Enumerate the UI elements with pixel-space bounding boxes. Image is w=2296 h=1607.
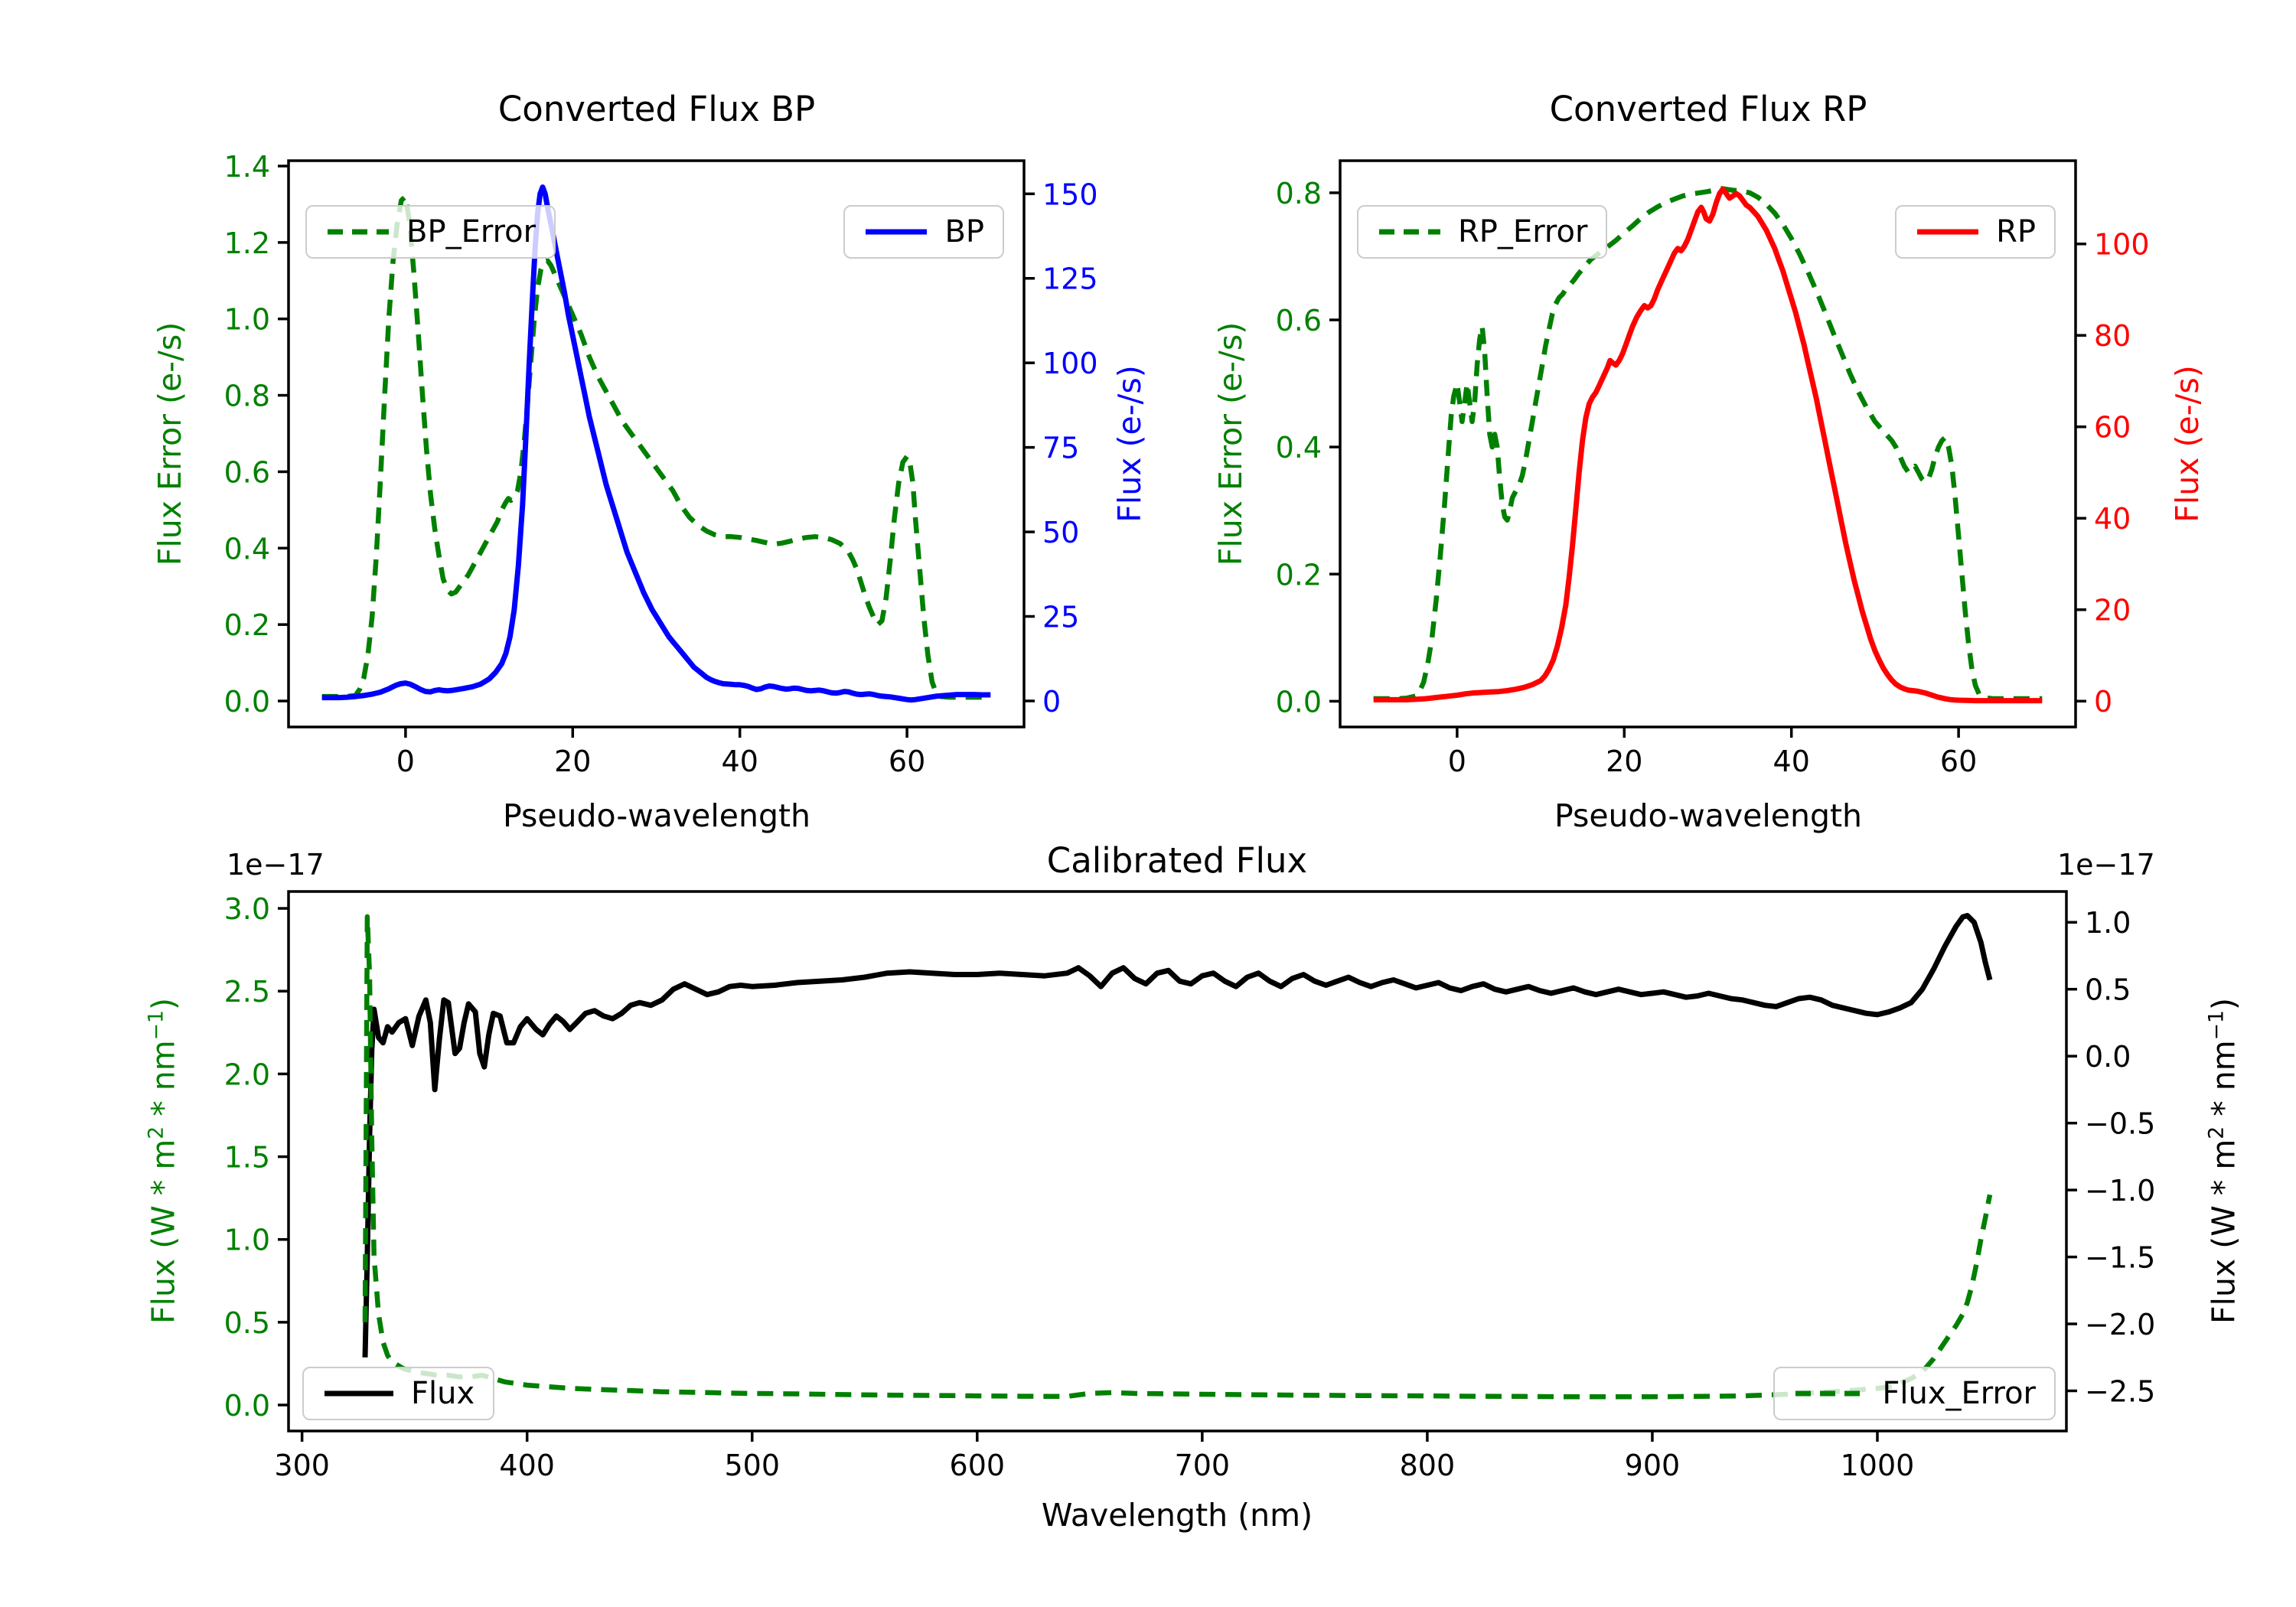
- svg-text:0.2: 0.2: [1276, 558, 1322, 592]
- svg-text:50: 50: [1042, 516, 1079, 549]
- svg-text:−2.0: −2.0: [2085, 1308, 2155, 1341]
- svg-text:20: 20: [554, 745, 591, 778]
- bp-x-axis-label: Pseudo-wavelength: [502, 797, 811, 834]
- svg-text:3.0: 3.0: [224, 892, 270, 926]
- cal-left-offset-label: 1e−17: [227, 848, 325, 882]
- legend-label-bp-error: BP_Error: [406, 214, 536, 249]
- svg-text:0.0: 0.0: [224, 685, 270, 719]
- svg-text:40: 40: [2094, 502, 2131, 536]
- svg-text:40: 40: [722, 745, 758, 778]
- svg-text:60: 60: [889, 745, 925, 778]
- svg-text:0: 0: [1448, 745, 1466, 778]
- svg-text:25: 25: [1042, 601, 1079, 634]
- cal-chart-title: Calibrated Flux: [1046, 840, 1308, 881]
- rp-plot-area: 0 20 40 60 0.0 0.2 0.4 0.6 0.8 0 20 40 60 80 100: [1276, 159, 2150, 778]
- svg-text:0: 0: [1042, 685, 1061, 719]
- svg-text:−2.5: −2.5: [2085, 1375, 2155, 1409]
- svg-text:0.5: 0.5: [2085, 973, 2131, 1007]
- cal-right-offset-label: 1e−17: [2057, 848, 2155, 882]
- svg-text:100: 100: [2094, 228, 2150, 262]
- bp-legend-sample: [866, 229, 928, 235]
- svg-text:−1.5: −1.5: [2085, 1241, 2155, 1275]
- rp-chart-title: Converted Flux RP: [1549, 89, 1867, 129]
- rp-x-axis-label: Pseudo-wavelength: [1554, 797, 1863, 834]
- legend-flux-error: Flux_Error: [1773, 1367, 2056, 1420]
- svg-text:1.5: 1.5: [224, 1141, 270, 1175]
- cal-x-axis-label: Wavelength (nm): [1041, 1497, 1313, 1534]
- cal-left-axis-label: Flux (W * m2 * nm−1): [144, 997, 182, 1325]
- cal-plot-area: 300 400 500 600 700 800 900 1000 0.0 0.5 1.0 1.5 2.0…: [224, 890, 2155, 1482]
- svg-text:0.4: 0.4: [224, 532, 270, 566]
- flux-legend-sample: [325, 1390, 393, 1397]
- svg-text:0.0: 0.0: [2085, 1040, 2131, 1074]
- svg-text:500: 500: [724, 1449, 780, 1482]
- svg-text:20: 20: [1606, 745, 1642, 778]
- svg-text:1.0: 1.0: [224, 303, 270, 337]
- svg-text:1.2: 1.2: [224, 227, 270, 260]
- legend-label-rp: RP: [1996, 214, 2036, 249]
- svg-text:1.4: 1.4: [224, 150, 270, 184]
- legend-bp-error: BP_Error: [305, 205, 556, 259]
- legend-label-flux-error: Flux_Error: [1882, 1376, 2036, 1411]
- svg-text:1.0: 1.0: [2085, 906, 2131, 940]
- bp-plot-area: 0 20 40 60 0.0 0.2 0.4 0.6 0.8 1.0 1.2 1.4 0 25 50 75 10…: [224, 150, 1098, 778]
- svg-text:80: 80: [2094, 319, 2131, 353]
- legend-label-flux: Flux: [411, 1376, 475, 1411]
- bp-chart-title: Converted Flux BP: [497, 89, 816, 129]
- bp-right-axis-label: Flux (e-/s): [1111, 365, 1148, 523]
- svg-text:0.4: 0.4: [1276, 431, 1322, 464]
- bp-left-axis-label: Flux Error (e-/s): [152, 321, 188, 566]
- svg-text:600: 600: [950, 1449, 1006, 1482]
- svg-text:0.8: 0.8: [1276, 177, 1322, 210]
- rp-error-legend-sample: [1379, 229, 1440, 235]
- svg-text:100: 100: [1042, 347, 1098, 380]
- svg-text:0.0: 0.0: [1276, 685, 1322, 719]
- svg-text:40: 40: [1773, 745, 1810, 778]
- svg-text:20: 20: [2094, 594, 2131, 627]
- legend-label-rp-error: RP_Error: [1458, 214, 1588, 249]
- rp-left-axis-label: Flux Error (e-/s): [1212, 321, 1249, 566]
- svg-text:0: 0: [396, 745, 415, 778]
- svg-text:300: 300: [274, 1449, 330, 1482]
- legend-flux: Flux: [302, 1367, 495, 1420]
- svg-text:−1.0: −1.0: [2085, 1174, 2155, 1208]
- svg-text:0.6: 0.6: [224, 455, 270, 489]
- svg-text:700: 700: [1175, 1449, 1231, 1482]
- svg-text:900: 900: [1625, 1449, 1681, 1482]
- svg-text:0.2: 0.2: [224, 608, 270, 642]
- svg-text:2.5: 2.5: [224, 975, 270, 1009]
- svg-text:0.5: 0.5: [224, 1306, 270, 1340]
- svg-text:60: 60: [1940, 745, 1977, 778]
- svg-text:0.8: 0.8: [224, 380, 270, 413]
- svg-text:150: 150: [1042, 178, 1098, 211]
- svg-text:400: 400: [499, 1449, 555, 1482]
- svg-text:1.0: 1.0: [224, 1224, 270, 1257]
- svg-text:75: 75: [1042, 432, 1079, 465]
- rp-legend-sample: [1917, 229, 1979, 235]
- svg-text:−0.5: −0.5: [2085, 1107, 2155, 1141]
- cal-right-axis-label: Flux (W * m2 * nm−1): [2204, 997, 2242, 1325]
- svg-text:1000: 1000: [1841, 1449, 1915, 1482]
- bp-error-legend-sample: [328, 229, 389, 235]
- rp-right-axis-label: Flux (e-/s): [2169, 365, 2206, 523]
- svg-text:0.6: 0.6: [1276, 304, 1322, 337]
- legend-rp-error: RP_Error: [1357, 205, 1608, 259]
- svg-text:125: 125: [1042, 262, 1098, 296]
- svg-text:60: 60: [2094, 411, 2131, 445]
- legend-rp: RP: [1895, 205, 2056, 259]
- svg-text:800: 800: [1400, 1449, 1456, 1482]
- legend-label-bp: BP: [944, 214, 984, 249]
- svg-text:2.0: 2.0: [224, 1058, 270, 1091]
- flux-error-legend-sample: [1795, 1390, 1865, 1397]
- legend-bp: BP: [843, 205, 1004, 259]
- svg-text:0.0: 0.0: [224, 1389, 270, 1423]
- svg-text:0: 0: [2094, 685, 2112, 719]
